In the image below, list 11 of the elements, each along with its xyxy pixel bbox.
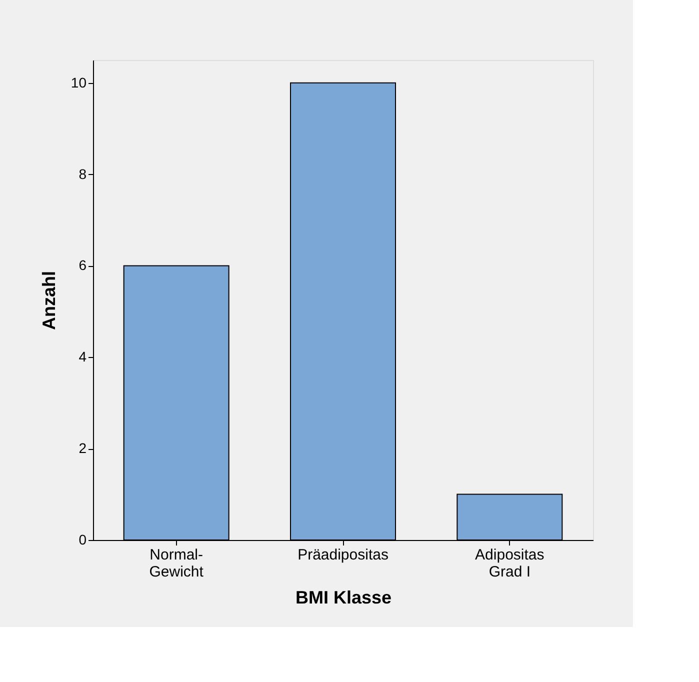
y-axis-title: Anzahl bbox=[38, 270, 59, 330]
x-axis-title: BMI Klasse bbox=[295, 588, 392, 608]
x-tick-label: Normal- Gewicht bbox=[149, 546, 204, 580]
y-tick-label: 6 bbox=[78, 257, 87, 274]
y-tick-label: 4 bbox=[78, 348, 87, 365]
y-tick-label: 8 bbox=[78, 166, 87, 182]
x-tick-label: Präadipositas bbox=[298, 546, 388, 564]
x-tick-label: Adipositas Grad I bbox=[475, 546, 544, 580]
y-tick-label: 10 bbox=[70, 74, 87, 90]
y-tick-label: 2 bbox=[78, 440, 87, 456]
y-tick-label: 0 bbox=[78, 532, 87, 548]
